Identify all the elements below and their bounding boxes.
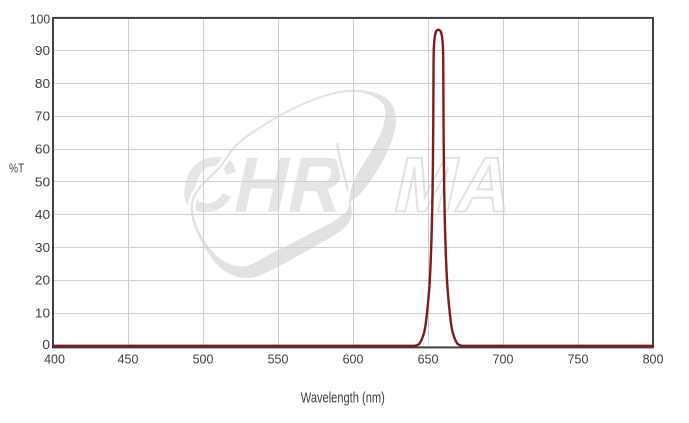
svg-text:40: 40 (35, 207, 50, 222)
svg-text:650: 650 (418, 352, 439, 367)
svg-text:400: 400 (44, 352, 65, 367)
svg-text:Wavelength (nm): Wavelength (nm) (301, 390, 385, 407)
svg-text:MA: MA (387, 142, 522, 229)
svg-text:550: 550 (268, 352, 289, 367)
svg-text:20: 20 (35, 273, 50, 288)
svg-text:450: 450 (118, 352, 139, 367)
svg-text:750: 750 (568, 352, 589, 367)
svg-text:500: 500 (193, 352, 214, 367)
svg-text:800: 800 (643, 352, 664, 367)
svg-text:90: 90 (35, 43, 50, 58)
svg-text:600: 600 (343, 352, 364, 367)
svg-text:80: 80 (35, 76, 50, 91)
svg-text:700: 700 (493, 352, 514, 367)
svg-text:50: 50 (35, 174, 50, 189)
svg-text:0: 0 (42, 337, 50, 352)
svg-text:%T: %T (9, 160, 24, 175)
svg-text:60: 60 (35, 142, 50, 157)
svg-text:100: 100 (30, 11, 50, 26)
svg-text:30: 30 (35, 240, 50, 255)
svg-text:10: 10 (35, 306, 50, 321)
svg-text:70: 70 (35, 109, 50, 124)
